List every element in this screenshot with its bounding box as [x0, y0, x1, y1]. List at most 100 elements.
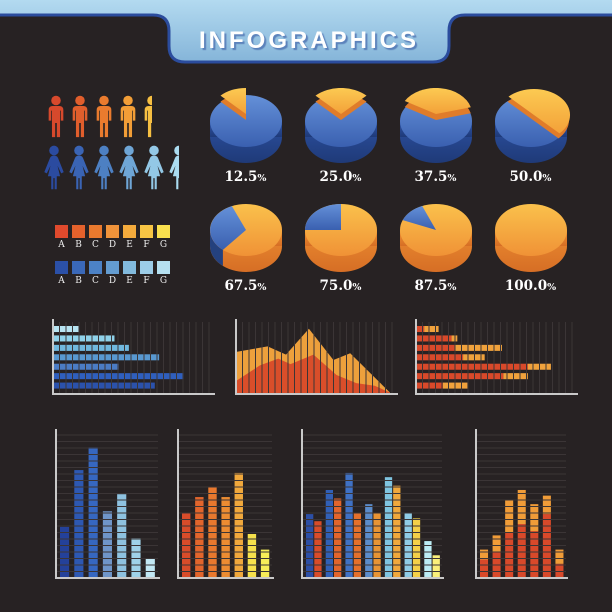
pie-svg: [399, 204, 472, 272]
vertical-bar-chart-orange: [170, 428, 274, 592]
person-head: [174, 145, 179, 156]
horizontal-stacked-bar-chart: [408, 318, 578, 408]
pie-chart: 87.5%: [388, 197, 483, 294]
legend-item: B: [72, 261, 85, 286]
pie-chart: 50.0%: [483, 88, 578, 185]
bar-orange: [432, 555, 440, 578]
legend-swatch: [89, 261, 102, 274]
bar-segment-red: [417, 354, 464, 361]
legend-swatch: [89, 225, 102, 238]
legend-swatch: [106, 261, 119, 274]
person-svg: [69, 145, 89, 190]
male-pictogram-row: [45, 95, 152, 139]
person-body: [144, 106, 152, 138]
person-head: [99, 145, 109, 156]
legend-letter: G: [159, 240, 168, 250]
person-head: [74, 145, 84, 156]
bar-segment-red: [417, 335, 452, 342]
pie-percent-label: 67.5%: [224, 278, 267, 294]
legend-item: D: [106, 261, 119, 286]
woman-icon: [67, 143, 91, 193]
person-head: [49, 145, 59, 156]
pie-slice: [404, 88, 471, 114]
pie-percent-label: 87.5%: [414, 278, 457, 294]
bar-blue: [345, 472, 353, 578]
legend-item: A: [55, 261, 68, 286]
person-svg: [144, 95, 152, 138]
pie-chart-grid: 12.5% 25.0% 37.5% 50.0% 67.5% 75.0% 87.5% 100.0…: [198, 88, 582, 294]
legend-letter: E: [126, 240, 133, 250]
person-svg: [169, 145, 179, 190]
bar-blue: [306, 514, 314, 578]
bar: [195, 497, 204, 578]
banner-dark-cutout: [0, 15, 612, 70]
person-body: [44, 155, 64, 190]
vertical-stacked-bar-chart: [468, 428, 568, 592]
woman-icon: [117, 143, 141, 193]
bar-blue: [325, 489, 334, 578]
legend-letter: E: [126, 276, 133, 286]
bar-orange: [314, 521, 322, 578]
man-icon: [141, 95, 152, 139]
vbar-stacked-svg: [475, 429, 568, 579]
pie-percent-label: 100.0%: [504, 278, 557, 294]
legend-item: E: [123, 261, 136, 286]
bar: [145, 558, 155, 578]
pie-percent-label: 50.0%: [509, 169, 552, 185]
legend-item: F: [140, 261, 153, 286]
pie-slice: [315, 88, 366, 114]
legend-swatch: [140, 261, 153, 274]
female-pictogram-row: [42, 143, 179, 193]
bar-segment-orange: [492, 535, 501, 553]
legend-item: C: [89, 261, 102, 286]
man-icon: [93, 95, 115, 139]
man-icon: [69, 95, 91, 139]
person-svg: [120, 95, 136, 138]
pie-slice: [304, 204, 341, 230]
bar-segment-red: [417, 363, 528, 370]
bar-segment-red: [555, 563, 564, 578]
bar-orange: [393, 485, 401, 578]
bar-segment-orange: [503, 373, 528, 380]
pie-svg: [304, 204, 377, 272]
woman-icon: [92, 143, 116, 193]
legend-swatch: [123, 261, 136, 274]
pie-chart: 75.0%: [293, 197, 388, 294]
person-body: [69, 155, 89, 190]
vertical-bar-chart-blue: [48, 428, 160, 592]
header-banner-svg: [0, 0, 612, 70]
man-icon: [45, 95, 67, 139]
bar: [54, 354, 160, 361]
vbar-grouped-svg: [301, 429, 444, 579]
pie-slice: [402, 206, 436, 230]
legend-letter: B: [75, 240, 82, 250]
pie-svg: [399, 88, 472, 163]
bar-blue: [424, 541, 432, 578]
person-svg: [119, 145, 139, 190]
legend-letter: F: [143, 276, 150, 286]
area-chart: [228, 318, 398, 408]
pie-svg: [494, 204, 567, 272]
bar-segment-red: [417, 382, 443, 389]
bar: [234, 472, 243, 578]
hbar-blue-svg: [52, 319, 215, 395]
person-svg: [94, 145, 114, 190]
person-head: [147, 95, 152, 106]
pie-svg: [209, 88, 282, 163]
legend-letter: B: [75, 276, 82, 286]
bar-segment-orange: [454, 344, 502, 351]
vbar-blue-svg: [55, 429, 160, 579]
person-head: [99, 95, 109, 106]
legend-letter: C: [92, 240, 99, 250]
person-body: [48, 106, 64, 138]
pie-base-face: [304, 95, 377, 147]
pie-chart: 100.0%: [483, 197, 578, 294]
legend-item: F: [140, 225, 153, 250]
bar: [54, 335, 115, 342]
pie-slice-wall: [209, 230, 223, 266]
bar-orange: [412, 518, 421, 578]
person-head: [123, 95, 133, 106]
legend-swatch: [72, 261, 85, 274]
bar: [102, 511, 112, 578]
